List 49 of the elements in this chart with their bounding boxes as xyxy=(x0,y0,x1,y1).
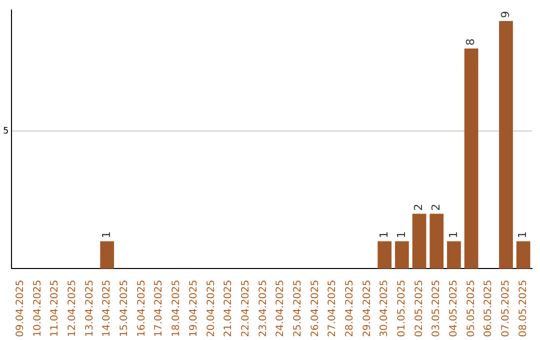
x-tick-label: 25.04.2025 xyxy=(292,280,304,338)
x-tick-label: 22.04.2025 xyxy=(240,280,252,338)
x-tick-label: 06.05.2025 xyxy=(483,280,494,338)
bar xyxy=(378,241,392,269)
x-tick-label: 01.05.2025 xyxy=(396,280,408,338)
x-tick-label: 04.05.2025 xyxy=(448,280,460,338)
x-tick-label: 19.04.2025 xyxy=(188,280,200,338)
bar xyxy=(447,241,461,269)
x-tick-label: 09.04.2025 xyxy=(14,280,26,338)
x-tick-label: 03.05.2025 xyxy=(431,280,442,338)
data-label: 2 xyxy=(429,204,442,211)
bar xyxy=(499,21,513,269)
x-tick-label: 13.04.2025 xyxy=(84,280,96,338)
x-tick-label: 15.04.2025 xyxy=(119,280,130,338)
x-tick-label: 16.04.2025 xyxy=(136,280,148,338)
x-tick-label: 28.04.2025 xyxy=(344,280,356,338)
x-tick-label: 08.05.2025 xyxy=(518,280,529,338)
bar xyxy=(516,241,530,269)
data-label: 8 xyxy=(464,38,478,46)
bar xyxy=(412,214,426,269)
x-tick-label: 14.04.2025 xyxy=(102,280,113,338)
x-tick-label: 11.04.2025 xyxy=(50,280,61,338)
data-label: 1 xyxy=(446,231,460,238)
x-tick-label: 12.04.2025 xyxy=(67,280,78,338)
bar xyxy=(394,241,409,269)
x-tick-label: 20.04.2025 xyxy=(206,280,217,338)
x-tick-label: 18.04.2025 xyxy=(171,280,182,338)
data-label: 9 xyxy=(498,11,512,18)
data-label: 1 xyxy=(516,231,530,238)
x-tick-label: 21.04.2025 xyxy=(223,280,234,338)
x-tick-label: 27.04.2025 xyxy=(327,280,338,338)
y-tick-label: 5 xyxy=(2,126,9,136)
x-tick-label: 10.04.2025 xyxy=(32,280,44,338)
data-label: 1 xyxy=(394,231,408,238)
x-tick-label: 29.04.2025 xyxy=(362,280,373,338)
x-tick-label: 23.04.2025 xyxy=(258,280,269,338)
x-tick-label: 07.05.2025 xyxy=(500,280,512,338)
x-tick-label: 24.04.2025 xyxy=(275,280,286,338)
data-label: 2 xyxy=(412,204,426,211)
data-label: 1 xyxy=(100,231,113,238)
x-tick-label: 17.04.2025 xyxy=(154,280,165,338)
bar xyxy=(464,48,478,269)
data-label: 1 xyxy=(377,231,390,238)
x-tick-label: 05.05.2025 xyxy=(466,280,477,338)
x-tick-label: 02.05.2025 xyxy=(414,280,425,338)
x-tick-label: 26.04.2025 xyxy=(310,280,321,338)
bar xyxy=(100,241,114,269)
bar xyxy=(430,214,444,269)
x-tick-label: 30.04.2025 xyxy=(379,280,390,338)
